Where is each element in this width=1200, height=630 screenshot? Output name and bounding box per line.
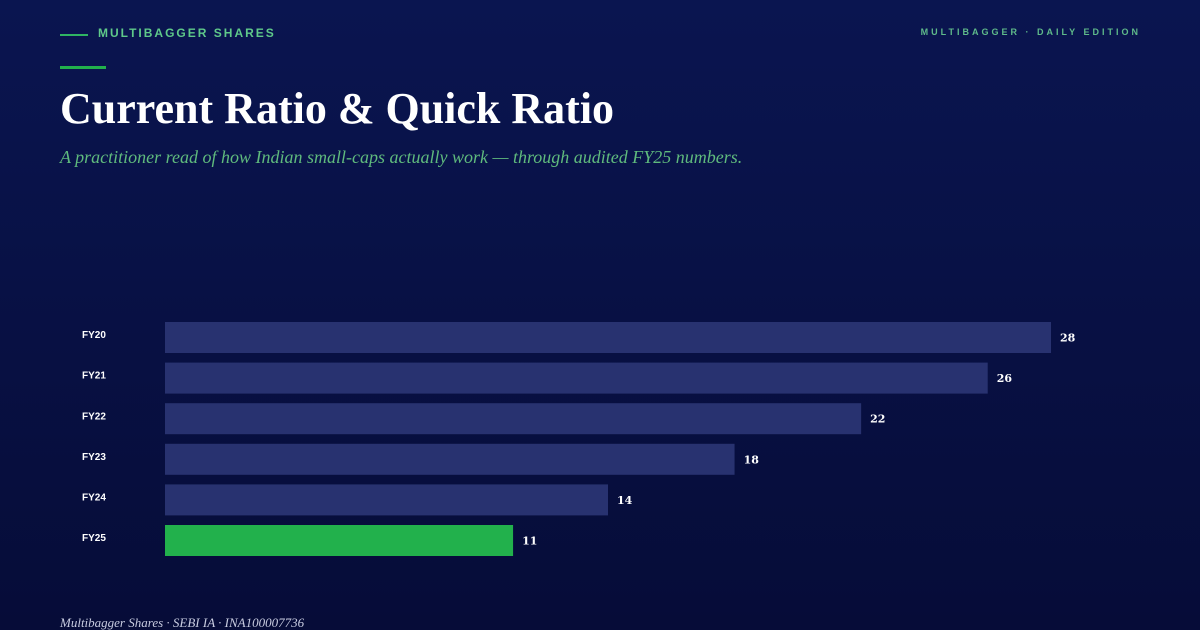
title-rule bbox=[60, 66, 106, 69]
brand: MULTIBAGGER SHARES bbox=[98, 26, 276, 40]
value-label: 26 bbox=[997, 372, 1013, 385]
category-label: FY23 bbox=[82, 452, 106, 463]
category-label: FY20 bbox=[82, 330, 106, 341]
plot: FY20 28 FY21 26 FY22 22 FY23 18 FY24 14 FY25 11 bbox=[82, 322, 1076, 556]
bar bbox=[165, 443, 735, 475]
bar bbox=[165, 403, 862, 435]
value-label: 28 bbox=[1060, 332, 1076, 345]
edition: MULTIBAGGER · DAILY EDITION bbox=[921, 27, 1141, 37]
bar bbox=[165, 484, 608, 516]
category-label: FY24 bbox=[82, 493, 106, 504]
value-label: 14 bbox=[617, 494, 633, 507]
value-label: 11 bbox=[522, 535, 537, 548]
chart-subtitle: A practitioner read of how Indian small-… bbox=[59, 147, 742, 167]
bar bbox=[165, 525, 514, 556]
value-label: 18 bbox=[744, 453, 760, 466]
chart-title: Current Ratio & Quick Ratio bbox=[60, 84, 614, 133]
bar bbox=[165, 322, 1051, 353]
category-label: FY25 bbox=[82, 533, 106, 544]
bar bbox=[165, 362, 988, 394]
category-label: FY21 bbox=[82, 371, 106, 382]
category-label: FY22 bbox=[82, 411, 106, 422]
value-label: 22 bbox=[870, 413, 885, 426]
footer: Multibagger Shares · SEBI IA · INA100007… bbox=[59, 615, 305, 630]
